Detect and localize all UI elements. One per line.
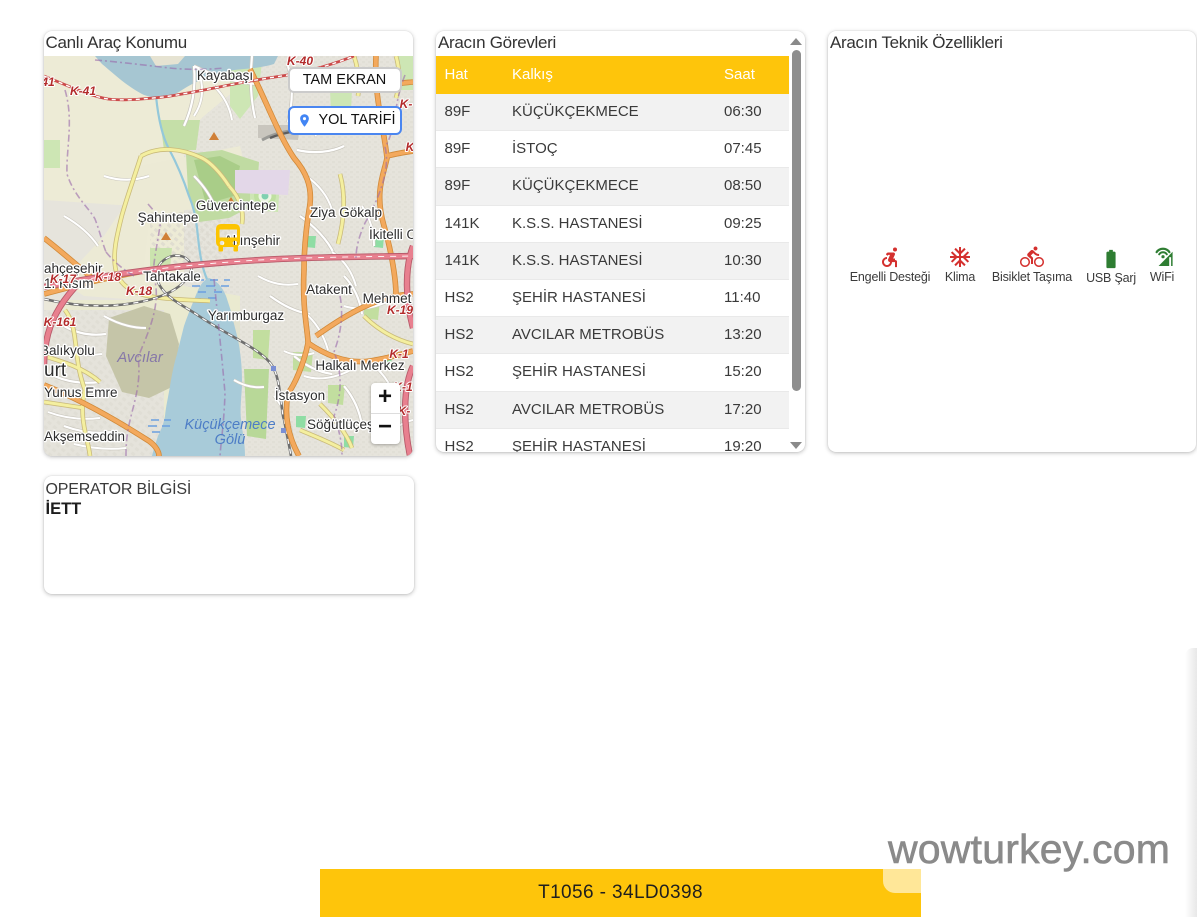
svg-text:K-19: K-19: [386, 303, 412, 317]
svg-text:Halkalı Merkez: Halkalı Merkez: [315, 358, 405, 373]
svg-text:Avcılar: Avcılar: [116, 349, 164, 366]
svg-text:K-41: K-41: [69, 84, 95, 98]
svg-text:K-: K-: [399, 97, 412, 111]
svg-text:K-18: K-18: [125, 284, 151, 298]
svg-text:Gölü: Gölü: [214, 432, 245, 448]
svg-text:K: K: [405, 140, 413, 154]
svg-text:Akşemseddin: Akşemseddin: [44, 429, 125, 444]
svg-text:Kayabaşı: Kayabaşı: [196, 68, 252, 83]
svg-text:1. Kısım: 1. Kısım: [44, 276, 94, 291]
svg-text:Söğütlüçeşm: Söğütlüçeşm: [307, 417, 385, 432]
svg-text:K-17: K-17: [49, 272, 76, 286]
svg-text:İstasyon: İstasyon: [274, 388, 324, 403]
svg-text:ahçeşehir: ahçeşehir: [44, 261, 103, 276]
svg-text:K-1: K-1: [389, 347, 409, 361]
svg-text:Ziya Gökalp: Ziya Gökalp: [309, 205, 381, 220]
svg-text:İkitelli OS: İkitelli OS: [369, 227, 414, 242]
svg-text:41: 41: [44, 75, 55, 89]
svg-text:Atakent: Atakent: [306, 282, 352, 297]
svg-text:Güvercintepe: Güvercintepe: [195, 198, 275, 213]
svg-text:Mehmet: Mehmet: [362, 291, 411, 306]
svg-text:Balıkyolu: Balıkyolu: [44, 343, 95, 358]
svg-text:K-18: K-18: [94, 270, 120, 284]
svg-text:Şahintepe: Şahintepe: [137, 210, 198, 225]
svg-text:K-161: K-161: [44, 315, 77, 329]
svg-text:Tahtakale: Tahtakale: [143, 269, 201, 284]
svg-text:K-40: K-40: [286, 56, 312, 68]
svg-text:Yunus Emre: Yunus Emre: [44, 385, 118, 400]
svg-text:urt: urt: [44, 360, 67, 381]
svg-text:Küçükçemece: Küçükçemece: [184, 417, 275, 433]
svg-text:K-: K-: [397, 404, 410, 418]
svg-text:Yarımburgaz: Yarımburgaz: [207, 308, 284, 323]
